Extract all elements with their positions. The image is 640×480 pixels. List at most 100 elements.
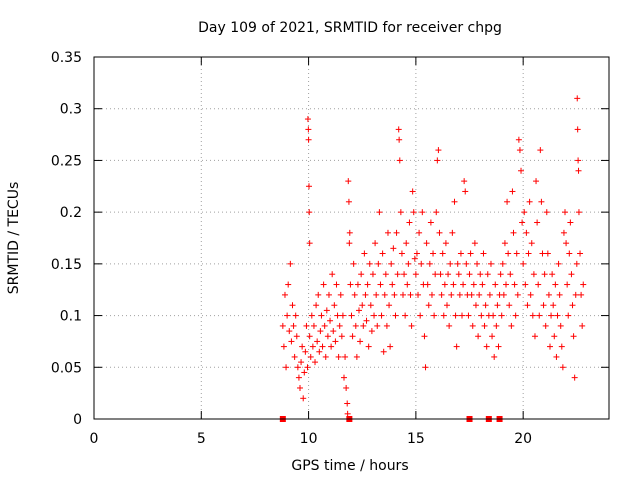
data-point [340,374,347,381]
data-point [483,343,490,350]
data-point [431,312,438,319]
data-point [516,147,523,154]
y-tick-label: 0.25 [51,153,82,169]
data-point [522,281,529,288]
data-point [303,322,310,329]
data-point [461,178,468,185]
data-point [379,250,386,257]
data-point [563,240,570,247]
data-point [463,260,470,267]
data-point [527,291,534,298]
data-point [300,395,307,402]
x-tick-label: 10 [300,431,318,447]
data-point [301,369,308,376]
data-point [288,338,295,345]
data-point [295,374,302,381]
data-point [358,271,365,278]
data-point [374,322,381,329]
data-point [523,229,530,236]
y-tick-label: 0.2 [60,205,82,221]
data-point [442,240,449,247]
data-point [281,291,288,298]
data-point [521,209,528,216]
data-point [475,333,482,340]
data-point [559,364,566,371]
data-point [352,322,359,329]
data-point [344,410,351,417]
data-point [283,364,290,371]
data-point [452,312,459,319]
data-point [353,353,360,360]
data-point [307,353,314,360]
data-point [453,343,460,350]
data-point [480,250,487,257]
x-tick-label: 0 [90,431,99,447]
data-point [449,229,456,236]
data-point [331,302,338,309]
data-point [427,219,434,226]
data-point [546,343,553,350]
data-point [329,271,336,278]
data-point [484,271,491,278]
data-point [430,250,437,257]
data-point [302,348,309,355]
data-point [360,322,367,329]
data-point [387,343,394,350]
data-point [304,116,311,123]
data-point [292,312,299,319]
data-point [537,147,544,154]
data-point [342,353,349,360]
data-point [362,291,369,298]
data-point [408,322,415,329]
data-point [313,302,320,309]
data-point [373,291,380,298]
data-point [493,322,500,329]
data-point [375,260,382,267]
data-point [392,312,399,319]
data-point [361,250,368,257]
data-point [401,271,408,278]
data-point [280,343,287,350]
data-point [405,260,412,267]
data-point [428,291,435,298]
data-point [316,348,323,355]
data-point [419,209,426,216]
data-point [474,260,481,267]
data-point [398,250,405,257]
data-point [466,271,473,278]
data-point [494,302,501,309]
data-point [536,312,543,319]
data-point [478,312,485,319]
data-point [482,302,489,309]
data-point [481,322,488,329]
data-point [564,281,571,288]
data-point [479,281,486,288]
data-point [434,157,441,164]
data-point [441,281,448,288]
data-point [438,291,445,298]
data-point [504,198,511,205]
data-point [349,333,356,340]
data-point [534,219,541,226]
data-point [499,260,506,267]
data-point [562,209,569,216]
data-point [528,240,535,247]
data-point [542,322,549,329]
data-point [572,291,579,298]
data-point [409,188,416,195]
data-point [455,271,462,278]
data-point [445,271,452,278]
x-tick-label: 5 [197,431,206,447]
data-point [410,209,417,216]
data-point [345,178,352,185]
data-point [344,400,351,407]
x-tick-label: 20 [514,431,532,447]
data-point [540,302,547,309]
data-point [319,343,326,350]
data-point [346,240,353,247]
data-point [367,302,374,309]
data-point [393,229,400,236]
data-point [291,353,298,360]
data-point [529,312,536,319]
data-point [489,333,496,340]
